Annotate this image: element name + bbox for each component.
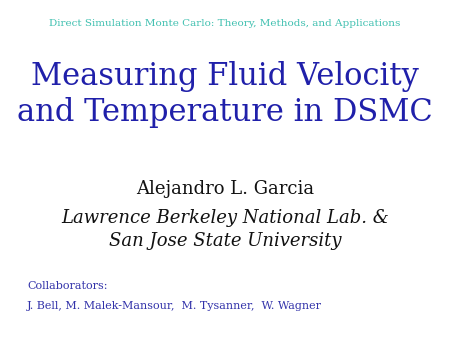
Text: Measuring Fluid Velocity
and Temperature in DSMC: Measuring Fluid Velocity and Temperature… (17, 61, 433, 128)
Text: J. Bell, M. Malek-Mansour,  M. Tysanner,  W. Wagner: J. Bell, M. Malek-Mansour, M. Tysanner, … (27, 301, 322, 311)
Text: Collaborators:: Collaborators: (27, 281, 108, 291)
Text: Lawrence Berkeley National Lab. &
San Jose State University: Lawrence Berkeley National Lab. & San Jo… (61, 209, 389, 250)
Text: Alejandro L. Garcia: Alejandro L. Garcia (136, 180, 314, 198)
Text: Direct Simulation Monte Carlo: Theory, Methods, and Applications: Direct Simulation Monte Carlo: Theory, M… (50, 19, 400, 28)
